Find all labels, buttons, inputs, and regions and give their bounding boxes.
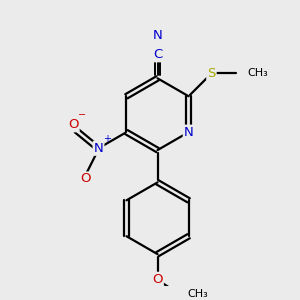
Text: O: O (81, 172, 91, 185)
Text: C: C (153, 48, 162, 61)
Text: N: N (184, 126, 194, 139)
Text: CH₃: CH₃ (188, 289, 208, 298)
Text: −: − (78, 110, 86, 120)
Text: S: S (207, 67, 216, 80)
Text: +: + (103, 134, 111, 144)
Text: CH₃: CH₃ (248, 68, 268, 78)
Text: N: N (153, 28, 162, 42)
Text: O: O (152, 273, 163, 286)
Text: N: N (94, 142, 103, 155)
Text: O: O (68, 118, 79, 131)
